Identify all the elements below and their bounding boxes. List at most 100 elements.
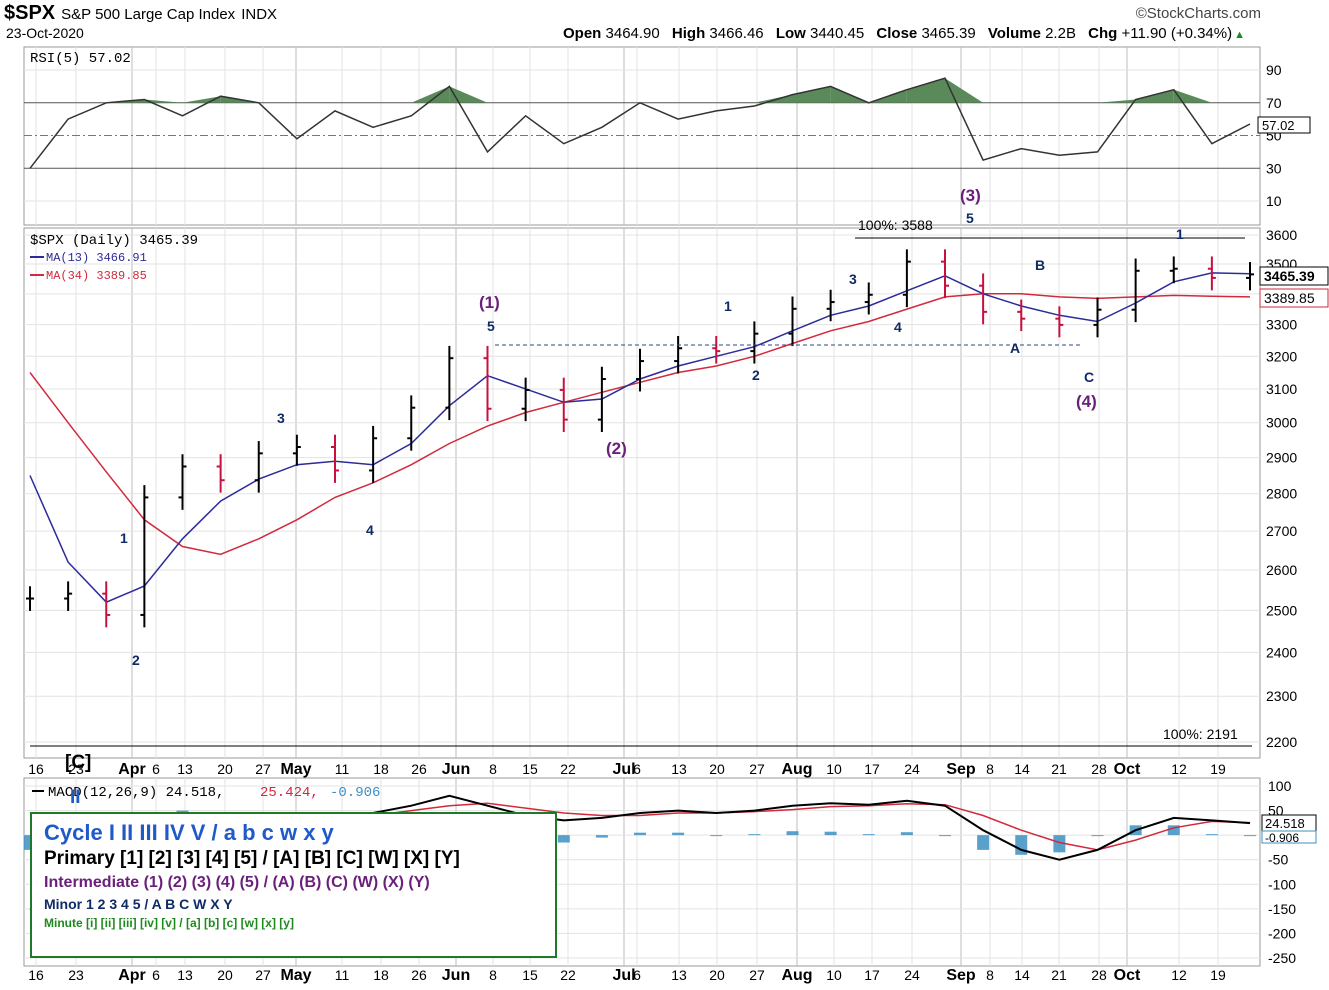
macd-histogram-bar	[1205, 834, 1218, 836]
wave-label: 4	[894, 319, 902, 335]
rsi-label: RSI(5) 57.02	[30, 51, 131, 67]
rsi-overbought-fill	[754, 94, 793, 103]
wave-label: (2)	[606, 439, 627, 458]
x-tick-label: May	[280, 761, 311, 778]
rsi-overbought-fill	[792, 86, 831, 103]
price-label: $SPX (Daily) 3465.39	[30, 233, 198, 249]
macd-histogram-bar	[977, 835, 990, 850]
x-tick-label: 18	[373, 761, 389, 777]
macd-signal-label: 25.424,	[260, 785, 319, 801]
x-tick-label: 13	[177, 967, 193, 983]
x-tick-label: Apr	[118, 967, 146, 984]
x-tick-label: 19	[1210, 967, 1226, 983]
x-tick-label: 27	[749, 761, 765, 777]
macd-tick-label: 100	[1268, 778, 1292, 794]
wave-label: 2	[752, 367, 760, 383]
x-tick-label: 22	[560, 967, 576, 983]
x-tick-label: Jun	[442, 967, 470, 984]
macd-histogram-bar	[557, 835, 570, 843]
x-tick-label: 8	[489, 967, 497, 983]
wave-label: 5	[487, 318, 495, 334]
x-tick-label: Jul	[612, 967, 635, 984]
price-tick-label: 2200	[1266, 734, 1297, 750]
x-tick-label: 11	[335, 761, 350, 777]
x-tick-label: 26	[411, 967, 427, 983]
x-tick-label: 27	[255, 761, 271, 777]
wave-label: (4)	[1076, 392, 1097, 411]
x-tick-label: 28	[1091, 967, 1107, 983]
wave-label: II	[70, 787, 81, 808]
x-tick-label: 10	[826, 967, 842, 983]
wave-label: 3	[849, 271, 857, 287]
macd-histogram-bar	[939, 835, 951, 837]
x-tick-label: 13	[671, 967, 687, 983]
rsi-tick-label: 10	[1266, 193, 1282, 209]
price-tick-label: 3100	[1266, 381, 1297, 397]
x-tick-label: 24	[904, 761, 920, 777]
x-tick-label: 21	[1051, 967, 1067, 983]
x-tick-label: 27	[255, 967, 271, 983]
rsi-tick-label: 30	[1266, 160, 1282, 176]
x-tick-label: 20	[709, 761, 725, 777]
x-tick-label: 10	[826, 761, 842, 777]
x-tick-label: 20	[709, 967, 725, 983]
legend-minute: Minute [i] [ii] [iii] [iv] [v] / [a] [b]…	[44, 916, 294, 930]
wave-label: 5	[966, 210, 974, 226]
x-tick-label: 6	[633, 761, 641, 777]
legend-primary: Primary [1] [2] [3] [4] [5] / [A] [B] [C…	[44, 848, 460, 869]
wave-label: 1	[1176, 226, 1184, 242]
price-tick-label: 2300	[1266, 688, 1297, 704]
x-tick-label: 20	[217, 967, 233, 983]
x-tick-label: 11	[335, 967, 350, 983]
price-tick-label: 2900	[1266, 450, 1297, 466]
macd-histogram-bar	[748, 834, 761, 836]
wave-label: 3	[277, 410, 285, 426]
price-tag-text: 3465.39	[1264, 268, 1315, 284]
macd-tick-label: -200	[1268, 925, 1296, 941]
wave-label: 1	[724, 298, 732, 314]
x-tick-label: 12	[1171, 761, 1187, 777]
x-tick-label: May	[280, 967, 311, 984]
fib-bottom-label: 100%: 2191	[1163, 726, 1238, 742]
macd-histogram-bar	[634, 832, 646, 836]
rsi-overbought-fill	[1097, 99, 1136, 103]
x-tick-label: 13	[671, 761, 687, 777]
ma34-tag	[1259, 288, 1329, 308]
macd-histogram-bar	[672, 832, 685, 836]
macd-tick-label: -150	[1268, 901, 1296, 917]
legend-intermediate: Intermediate (1) (2) (3) (4) (5) / (A) (…	[44, 874, 430, 891]
chart-title: $SPX S&P 500 Large Cap Index INDX	[4, 2, 278, 24]
wave-label: B	[1035, 257, 1045, 273]
x-tick-label: 17	[864, 761, 880, 777]
macd-hist-tag-text: -0.906	[1265, 831, 1299, 845]
x-tick-label: Jun	[442, 761, 470, 778]
ma34-label: MA(34) 3389.85	[46, 269, 147, 283]
x-tick-label: 16	[28, 967, 44, 983]
x-tick-label: 26	[411, 761, 427, 777]
x-tick-label: 12	[1171, 967, 1187, 983]
grid-lines	[24, 47, 1260, 966]
macd-tick-label: -50	[1268, 852, 1288, 868]
x-tick-label: Sep	[946, 761, 976, 778]
macd-histogram-bar	[862, 834, 875, 836]
x-tick-label: Aug	[781, 967, 812, 984]
price-panel-frame	[23, 227, 1261, 759]
chart-date: 23-Oct-2020	[6, 25, 84, 41]
x-tick-label: 14	[1014, 761, 1030, 777]
macd-histogram-bar	[1244, 835, 1256, 837]
rsi-value-tag	[1257, 116, 1311, 134]
rsi-overbought-fill	[144, 99, 183, 103]
x-tick-label: 20	[217, 761, 233, 777]
x-tick-label: 16	[28, 761, 44, 777]
macd-histogram-bar	[595, 835, 608, 838]
x-tick-label: Oct	[1114, 761, 1141, 778]
macd-hist-label: -0.906	[330, 785, 380, 801]
rsi-line	[29, 77, 1251, 169]
wave-label: 4	[366, 522, 374, 538]
x-tick-label: 6	[152, 761, 160, 777]
legend-minor: Minor 1 2 3 4 5 / A B C W X Y	[44, 896, 233, 912]
x-tick-label: 14	[1014, 967, 1030, 983]
legend-cycle: Cycle I II III IV V / a b c w x y	[44, 820, 334, 845]
rsi-overbought-fill	[945, 78, 984, 103]
wave-label: 1	[120, 530, 128, 546]
